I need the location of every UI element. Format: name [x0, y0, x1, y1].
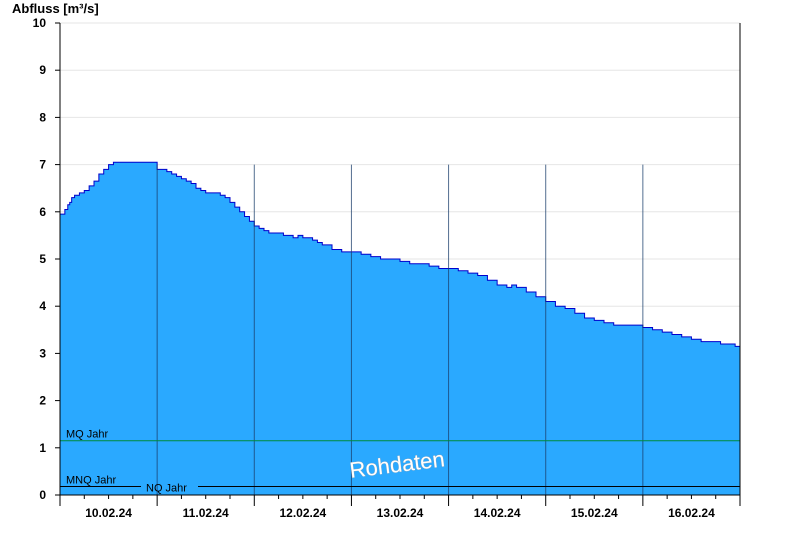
discharge-line [60, 161, 741, 349]
y-tick-label: 6 [39, 205, 46, 219]
x-tick-label: 13.02.24 [377, 506, 424, 520]
y-tick-label: 10 [33, 16, 47, 30]
mnq-label: MNQ Jahr [66, 475, 116, 487]
y-tick-label: 4 [39, 299, 46, 313]
y-tick-label: 3 [39, 346, 46, 360]
y-axis-label: Abfluss [m³/s] [12, 1, 99, 16]
x-tick-label: 12.02.24 [279, 506, 326, 520]
y-axis-ticks: 0 1 2 3 4 5 6 7 8 9 10 [33, 16, 60, 502]
x-tick-label: 16.02.24 [668, 506, 715, 520]
x-tick-label: 15.02.24 [571, 506, 618, 520]
reference-lines: MQ Jahr MNQ Jahr NQ Jahr [60, 429, 740, 495]
y-tick-label: 2 [39, 394, 46, 408]
nq-label: NQ Jahr [146, 483, 187, 495]
y-tick-label: 7 [39, 158, 46, 172]
day-separator-lines [156, 164, 644, 495]
x-tick-label: 10.02.24 [85, 506, 132, 520]
y-tick-label: 1 [39, 441, 46, 455]
y-tick-label: 0 [39, 488, 46, 502]
x-tick-label: 14.02.24 [474, 506, 521, 520]
discharge-area [60, 162, 740, 496]
y-tick-label: 5 [39, 252, 46, 266]
x-axis-ticks: 10.02.24 11.02.24 12.02.24 13.02.24 14.02.24… [59, 495, 741, 520]
x-tick-label: 11.02.24 [183, 506, 229, 520]
mq-label: MQ Jahr [66, 429, 109, 441]
y-tick-label: 9 [39, 63, 46, 77]
y-tick-label: 8 [39, 110, 46, 124]
